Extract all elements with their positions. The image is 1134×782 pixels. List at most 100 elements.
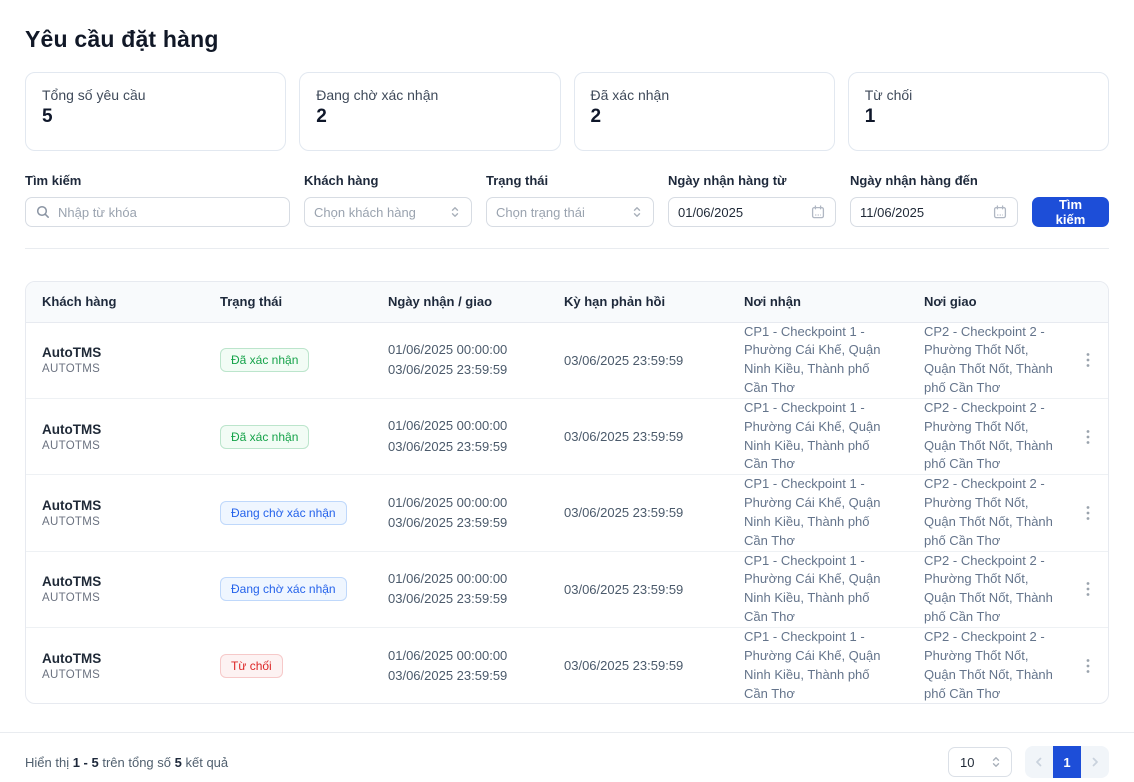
status-badge: Đang chờ xác nhận [220,500,347,525]
kebab-vertical-icon [1086,505,1090,521]
orders-table-card: Khách hàng Trạng thái Ngày nhận / giao K… [25,281,1109,705]
page-1-button[interactable]: 1 [1053,746,1081,779]
receive-date: 01/06/2025 00:00:00 [388,342,508,358]
row-menu-button[interactable] [1084,577,1092,601]
pickup-location: CP1 - Checkpoint 1 - Phường Cái Khế, Quậ… [744,399,881,472]
col-header-dates: Ngày nhận / giao [374,282,550,323]
chevron-left-icon [1031,754,1047,770]
dropoff-location: CP2 - Checkpoint 2 - Phường Thốt Nốt, Qu… [924,399,1053,472]
filter-date-from: Ngày nhận hàng từ 01/06/2025 [668,173,836,227]
row-menu-button[interactable] [1084,348,1092,372]
filter-date-from-label: Ngày nhận hàng từ [668,173,787,188]
customer-name: AutoTMS [42,421,102,437]
dropoff-location: CP2 - Checkpoint 2 - Phường Thốt Nốt, Qu… [924,629,1053,701]
stat-card-confirmed: Đã xác nhận 2 [573,72,835,151]
table-header-row: Khách hàng Trạng thái Ngày nhận / giao K… [26,282,1108,323]
dropoff-location: CP2 - Checkpoint 2 - Phường Thốt Nốt, Qu… [924,323,1053,396]
search-submit-button[interactable]: Tìm kiếm [1032,197,1109,227]
receive-date: 01/06/2025 00:00:00 [388,494,508,510]
stat-label: Tổng số yêu cầu [42,87,146,103]
col-header-customer: Khách hàng [26,282,206,323]
stat-card-total: Tổng số yêu cầu 5 [25,72,287,151]
page-size-select[interactable]: 10 [948,747,1012,778]
filter-bar: Tìm kiếm Khách hàng Chọn khách hàng Trạn… [25,173,1109,227]
kebab-vertical-icon [1086,658,1090,674]
filter-status-label: Trạng thái [486,173,549,188]
summary-total: 5 [174,754,182,770]
stat-label: Từ chối [864,87,913,103]
stats-row: Tổng số yêu cầu 5 Đang chờ xác nhận 2 Đã… [25,72,1109,151]
response-deadline: 03/06/2025 23:59:59 [564,581,684,597]
calendar-icon [810,204,826,220]
date-from-value: 01/06/2025 [678,204,744,220]
chevron-up-down-icon [448,204,462,220]
orders-table: Khách hàng Trạng thái Ngày nhận / giao K… [26,282,1108,704]
stat-value: 2 [316,106,327,127]
customer-code: AUTOTMS [42,439,101,452]
deliver-date: 03/06/2025 23:59:59 [388,438,508,454]
col-header-pickup: Nơi nhận [730,282,910,323]
pagination-footer: Hiển thị 1 - 5 trên tổng số 5 kết quả 10… [0,733,1134,779]
filter-search: Tìm kiếm [25,173,290,227]
kebab-vertical-icon [1086,581,1090,597]
filter-date-to: Ngày nhận hàng đến 11/06/2025 [850,173,1018,227]
filter-customer: Khách hàng Chọn khách hàng [304,173,472,227]
next-page-button[interactable] [1081,746,1109,778]
pickup-location: CP1 - Checkpoint 1 - Phường Cái Khế, Quậ… [744,552,881,625]
deliver-date: 03/06/2025 23:59:59 [388,591,508,607]
customer-select[interactable]: Chọn khách hàng [304,197,472,227]
response-deadline: 03/06/2025 23:59:59 [564,429,684,445]
receive-date: 01/06/2025 00:00:00 [388,647,508,663]
row-menu-button[interactable] [1084,425,1092,449]
customer-code: AUTOTMS [42,592,101,605]
receive-date: 01/06/2025 00:00:00 [388,418,508,434]
customer-select-value: Chọn khách hàng [314,204,416,220]
stat-label: Đã xác nhận [590,87,670,103]
response-deadline: 03/06/2025 23:59:59 [564,658,684,674]
table-row: AutoTMS AUTOTMS Đang chờ xác nhận 01/06/… [26,550,1108,628]
date-to-value: 11/06/2025 [860,204,925,220]
summary-range: 1 - 5 [72,754,99,770]
response-deadline: 03/06/2025 23:59:59 [564,352,684,368]
order-requests-page: Yêu cầu đặt hàng Tổng số yêu cầu 5 Đang … [0,0,1134,249]
chevron-up-down-icon [630,204,644,220]
customer-name: AutoTMS [42,650,102,666]
customer-code: AUTOTMS [42,668,101,681]
page-size-value: 10 [960,754,975,770]
search-icon [35,204,51,220]
stat-value: 1 [864,106,876,127]
stat-value: 5 [42,106,53,127]
customer-code: AUTOTMS [42,363,101,376]
deliver-date: 03/06/2025 23:59:59 [388,667,508,683]
chevron-up-down-icon [989,754,1003,770]
status-select[interactable]: Chọn trạng thái [486,197,654,227]
col-header-dropoff: Nơi giao [910,282,1070,323]
customer-name: AutoTMS [42,497,102,513]
summary-text: trên tổng số [102,754,171,770]
filter-status: Trạng thái Chọn trạng thái [486,173,654,227]
dropoff-location: CP2 - Checkpoint 2 - Phường Thốt Nốt, Qu… [924,476,1053,548]
col-header-status: Trạng thái [206,282,374,323]
filter-date-to-label: Ngày nhận hàng đến [850,173,978,188]
table-row: AutoTMS AUTOTMS Từ chối 01/06/2025 00:00… [26,627,1108,704]
prev-page-button[interactable] [1025,746,1053,778]
date-to-field[interactable]: 11/06/2025 [850,197,1018,227]
col-header-deadline: Kỳ hạn phản hồi [550,282,730,323]
table-row: AutoTMS AUTOTMS Đã xác nhận 01/06/2025 0… [26,322,1108,398]
stat-card-rejected: Từ chối 1 [847,72,1109,151]
stat-value: 2 [590,106,602,127]
col-header-actions [1070,282,1108,323]
status-badge: Đang chờ xác nhận [220,577,347,602]
row-menu-button[interactable] [1084,654,1092,678]
pickup-location: CP1 - Checkpoint 1 - Phường Cái Khế, Quậ… [744,323,881,396]
row-menu-button[interactable] [1084,501,1092,525]
pagination: 1 [1025,746,1109,779]
stat-label: Đang chờ xác nhận [316,87,439,103]
date-from-field[interactable]: 01/06/2025 [668,197,836,227]
status-badge: Đã xác nhận [220,424,310,449]
pickup-location: CP1 - Checkpoint 1 - Phường Cái Khế, Quậ… [744,629,881,701]
receive-date: 01/06/2025 00:00:00 [388,571,508,587]
search-input[interactable] [58,204,280,220]
search-box [25,197,290,227]
page-title: Yêu cầu đặt hàng [25,26,219,52]
